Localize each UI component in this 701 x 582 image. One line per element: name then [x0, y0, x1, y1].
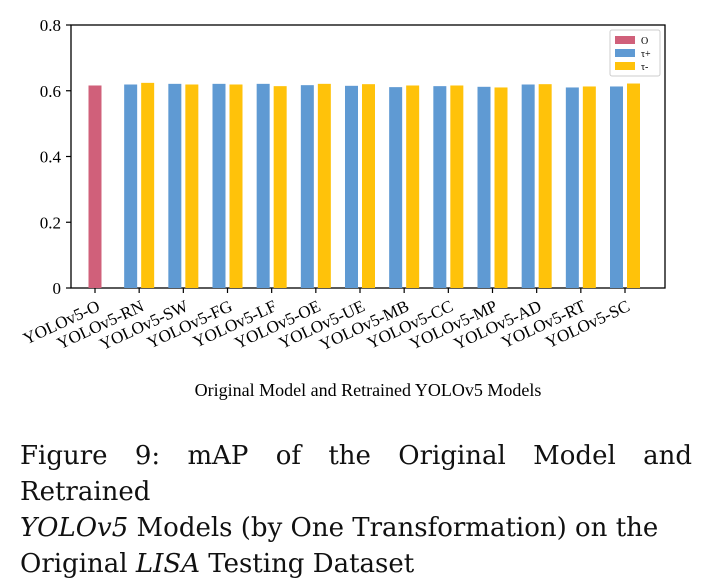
bar-tau-plus	[565, 87, 579, 289]
bar-tau-minus	[538, 84, 552, 288]
y-tick-label: 0.8	[40, 16, 61, 35]
caption-lisa: LISA	[135, 549, 200, 579]
bar-chart: 00.20.40.60.8 YOLOv5-OYOLOv5-RNYOLOv5-SW…	[20, 16, 666, 400]
bar-tau-minus	[582, 86, 596, 288]
legend-label: τ-	[641, 62, 648, 73]
bar-tau-plus	[389, 87, 403, 288]
bar-tau-minus	[362, 84, 375, 288]
bar-tau-plus	[433, 86, 447, 289]
bar-tau-minus	[494, 87, 508, 289]
bar-tau-plus	[168, 83, 182, 288]
bar-tau-minus	[273, 86, 287, 289]
y-tick-label: 0.6	[40, 82, 61, 101]
bar-tau-plus	[212, 83, 226, 288]
legend-swatch	[615, 62, 635, 70]
figure-caption: Figure 9: mAP of the Original Model and …	[20, 438, 692, 582]
bar-tau-plus	[300, 85, 314, 288]
caption-line-2-rest: Models (by One Transformation) on the	[128, 513, 659, 543]
bar-tau-minus	[229, 84, 243, 288]
bar-tau-plus	[610, 86, 623, 288]
y-tick-label: 0.2	[40, 213, 61, 232]
caption-yolov5: YOLOv5	[20, 513, 129, 543]
bar-O	[88, 85, 102, 289]
bar-tau-minus	[185, 84, 199, 288]
y-tick-label: 0.4	[40, 148, 62, 167]
caption-line-3: Original LISA Testing Dataset	[20, 546, 692, 582]
y-tick-label: 0	[53, 279, 62, 298]
x-axis-label: Original Model and Retrained YOLOv5 Mode…	[195, 380, 542, 400]
legend-label: τ+	[641, 49, 651, 60]
bar-tau-minus	[627, 83, 640, 288]
caption-line-1: Figure 9: mAP of the Original Model and …	[20, 441, 692, 507]
legend-swatch	[615, 49, 635, 57]
caption-line-3-rest: Testing Dataset	[199, 549, 415, 579]
bar-tau-plus	[345, 85, 358, 288]
caption-line-2: YOLOv5 Models (by One Transformation) on…	[20, 510, 692, 546]
bar-tau-minus	[406, 85, 420, 289]
bar-tau-plus	[521, 84, 535, 288]
caption-line-3-start: Original	[20, 549, 136, 579]
bar-tau-minus	[450, 85, 464, 289]
bar-tau-minus	[317, 83, 331, 288]
legend-label: O	[641, 36, 648, 47]
legend-swatch	[615, 36, 635, 44]
legend: Oτ+ τ-	[609, 29, 661, 77]
bar-tau-plus	[477, 86, 491, 289]
bar-tau-minus	[141, 82, 155, 288]
bar-tau-plus	[124, 84, 138, 288]
bar-tau-plus	[256, 83, 270, 288]
